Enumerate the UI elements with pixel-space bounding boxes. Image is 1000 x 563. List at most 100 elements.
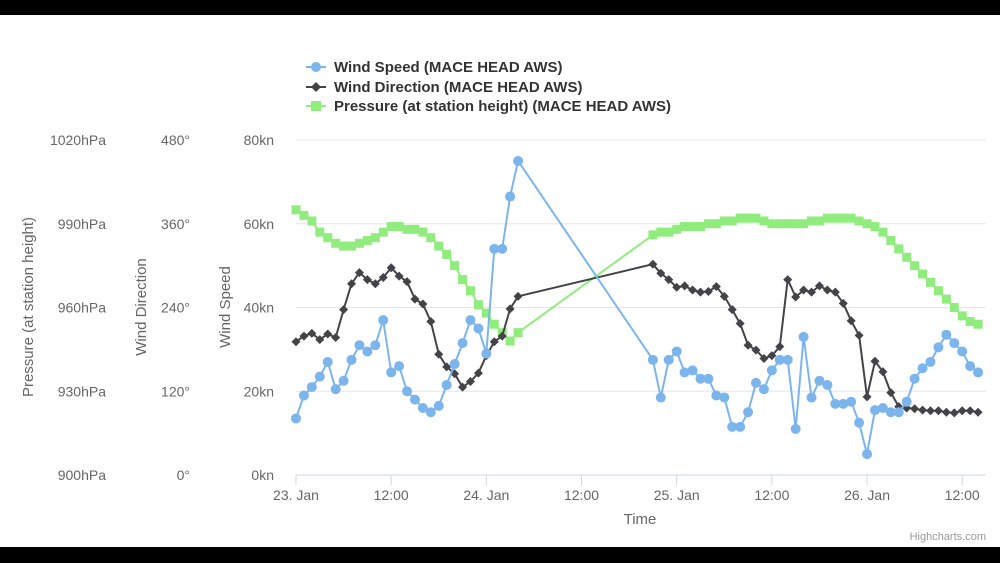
data-point-wind-speed: [830, 398, 841, 409]
data-point-wind-speed: [291, 413, 301, 424]
grid-lines: [296, 139, 986, 392]
data-point-pressure: [711, 219, 721, 229]
data-point-wind-speed: [663, 354, 674, 365]
data-point-wind-speed: [346, 354, 357, 365]
data-point-pressure: [394, 222, 404, 232]
data-point-wind-speed: [790, 423, 801, 434]
series-wind-direction: [291, 259, 983, 418]
data-point-pressure: [291, 205, 301, 215]
data-point-pressure: [505, 336, 515, 346]
y-tick-label-direction: 120°: [161, 383, 190, 399]
data-point-pressure: [870, 222, 880, 232]
legend-item-wind-speed[interactable]: Wind Speed (MACE HEAD AWS): [306, 59, 562, 76]
data-point-pressure: [323, 233, 333, 243]
data-point-wind-direction: [957, 406, 967, 416]
data-point-pressure: [886, 236, 896, 245]
data-point-wind-direction: [918, 405, 928, 415]
data-point-wind-speed: [798, 331, 809, 342]
data-point-pressure: [656, 227, 666, 237]
legend-item-wind-direction[interactable]: Wind Direction (MACE HEAD AWS): [306, 79, 582, 96]
data-point-wind-speed: [655, 392, 666, 403]
data-point-wind-speed: [330, 384, 341, 395]
data-point-pressure: [331, 238, 341, 248]
data-point-wind-direction: [949, 408, 959, 418]
data-point-wind-speed: [505, 191, 516, 202]
data-point-pressure: [902, 252, 912, 262]
legend-item-pressure[interactable]: Pressure (at station height) (MACE HEAD …: [306, 98, 671, 115]
data-point-pressure: [846, 213, 856, 223]
data-point-wind-direction: [878, 367, 888, 377]
data-point-pressure: [925, 277, 935, 287]
data-point-pressure: [426, 233, 436, 243]
data-point-wind-direction: [973, 407, 983, 417]
x-tick-label: 23. Jan: [273, 487, 319, 503]
data-point-wind-speed: [814, 375, 825, 386]
data-point-wind-speed: [489, 243, 500, 254]
data-point-wind-speed: [758, 384, 769, 395]
data-point-pressure: [965, 316, 975, 326]
data-point-wind-speed: [362, 346, 373, 357]
data-point-wind-direction: [870, 356, 880, 366]
data-point-pressure: [941, 294, 951, 304]
data-point-pressure: [854, 216, 864, 226]
data-point-pressure: [814, 216, 824, 226]
data-point-wind-direction: [719, 291, 729, 301]
series: [291, 155, 984, 460]
x-tick-label: 25. Jan: [654, 487, 700, 503]
data-point-wind-direction: [822, 285, 832, 295]
data-point-wind-direction: [688, 285, 698, 295]
chart-svg: 0kn 20kn 40kn 60kn 80kn 0° 120° 240° 360° 480° 900…: [20, 59, 986, 543]
data-point-wind-direction: [442, 362, 452, 372]
data-point-pressure: [688, 222, 698, 232]
data-point-wind-speed: [782, 354, 793, 365]
data-point-wind-direction: [386, 263, 396, 273]
data-point-wind-direction: [807, 287, 817, 297]
credits-link[interactable]: Highcharts.com: [910, 531, 986, 543]
data-point-pressure: [719, 216, 729, 226]
data-point-pressure: [767, 219, 777, 229]
data-point-wind-speed: [806, 392, 817, 403]
data-point-pressure: [489, 319, 499, 329]
data-point-wind-speed: [306, 382, 317, 393]
data-point-pressure: [727, 216, 737, 226]
data-point-wind-direction: [339, 305, 349, 315]
data-point-pressure: [838, 213, 848, 223]
data-point-wind-speed: [901, 396, 912, 407]
data-point-wind-speed: [481, 348, 492, 359]
data-point-wind-direction: [775, 342, 785, 352]
data-point-wind-speed: [893, 407, 904, 418]
x-tick-label: 12:00: [754, 487, 789, 503]
data-point-wind-speed: [314, 371, 325, 382]
data-point-pressure: [339, 241, 349, 251]
y-tick-label-speed: 40kn: [244, 300, 274, 316]
data-point-wind-direction: [933, 406, 943, 416]
y-tick-label-speed: 0kn: [251, 467, 274, 483]
data-point-wind-direction: [910, 404, 920, 414]
data-point-pressure: [307, 216, 317, 226]
data-point-pressure: [807, 216, 817, 226]
data-point-wind-direction: [664, 275, 674, 285]
data-point-wind-direction: [735, 319, 745, 329]
data-point-pressure: [973, 319, 983, 329]
data-point-wind-speed: [711, 390, 722, 401]
data-point-wind-speed: [449, 359, 460, 370]
data-point-pressure: [775, 219, 785, 229]
data-point-wind-direction: [347, 279, 357, 289]
data-point-pressure: [347, 241, 357, 251]
data-point-wind-direction: [711, 282, 721, 292]
legend-marker-wind-direction: [311, 82, 321, 92]
data-point-wind-direction: [703, 286, 713, 296]
data-point-pressure: [386, 222, 396, 232]
x-tick-label: 26. Jan: [844, 487, 890, 503]
data-point-pressure: [822, 213, 832, 223]
data-point-wind-speed: [862, 449, 873, 460]
data-point-wind-speed: [774, 354, 785, 365]
data-point-pressure: [664, 227, 674, 237]
legend-marker-pressure: [311, 101, 321, 111]
data-point-wind-speed: [298, 390, 309, 401]
data-point-wind-speed: [877, 403, 888, 413]
legend: Wind Speed (MACE HEAD AWS) Wind Directio…: [306, 59, 671, 115]
y-tick-label-pressure: 900hPa: [58, 467, 106, 483]
legend-label-wind-speed: Wind Speed (MACE HEAD AWS): [334, 59, 562, 76]
data-point-wind-speed: [441, 379, 452, 390]
